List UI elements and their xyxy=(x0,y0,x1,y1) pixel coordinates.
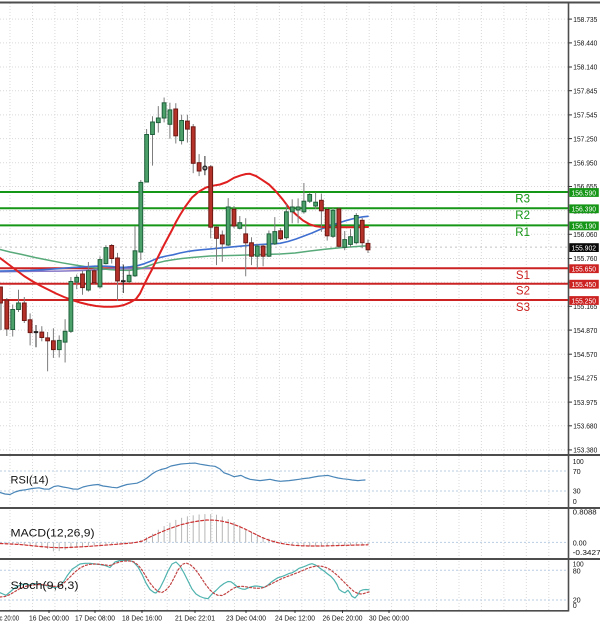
svg-text:26 Dec 20:00: 26 Dec 20:00 xyxy=(323,614,363,623)
svg-text:155.165: 155.165 xyxy=(573,302,597,311)
svg-text:158.140: 158.140 xyxy=(573,63,597,72)
svg-text:80: 80 xyxy=(573,567,581,576)
svg-text:153.380: 153.380 xyxy=(573,446,597,455)
svg-text:158.735: 158.735 xyxy=(573,15,597,24)
svg-text:0: 0 xyxy=(573,497,577,506)
svg-text:154.275: 154.275 xyxy=(573,374,597,383)
svg-text:18 Dec 16:00: 18 Dec 16:00 xyxy=(122,614,162,623)
svg-text:153.680: 153.680 xyxy=(573,422,597,431)
svg-text:S2: S2 xyxy=(516,286,530,298)
svg-text:S1: S1 xyxy=(516,270,530,282)
svg-text:157.250: 157.250 xyxy=(573,134,597,143)
svg-text:155.650: 155.650 xyxy=(572,265,597,274)
svg-text:153.975: 153.975 xyxy=(573,398,597,407)
svg-text:0: 0 xyxy=(573,601,577,610)
svg-text:158.440: 158.440 xyxy=(573,39,597,48)
svg-text:21 Dec 22:01: 21 Dec 22:01 xyxy=(175,614,215,623)
svg-text:70: 70 xyxy=(573,467,581,476)
svg-text:30: 30 xyxy=(573,487,581,496)
svg-text:155.760: 155.760 xyxy=(573,254,597,263)
svg-text:156.190: 156.190 xyxy=(572,222,597,231)
svg-text:0.8088: 0.8088 xyxy=(573,508,597,517)
svg-text:24 Dec 12:00: 24 Dec 12:00 xyxy=(275,614,315,623)
svg-text:S3: S3 xyxy=(516,302,530,314)
svg-text:100: 100 xyxy=(573,560,584,569)
svg-text:R2: R2 xyxy=(515,210,530,222)
svg-text:0.00: 0.00 xyxy=(573,538,587,547)
svg-text:17 Dec 08:00: 17 Dec 08:00 xyxy=(75,614,115,623)
svg-text:100: 100 xyxy=(573,457,584,466)
svg-text:R1: R1 xyxy=(515,227,530,239)
svg-text:156.390: 156.390 xyxy=(572,205,597,214)
svg-text:c 20:00: c 20:00 xyxy=(0,614,19,623)
svg-text:157.845: 157.845 xyxy=(573,86,597,95)
svg-text:154.570: 154.570 xyxy=(573,350,597,359)
svg-text:23 Dec 04:00: 23 Dec 04:00 xyxy=(226,614,266,623)
svg-text:MACD(12,26,9): MACD(12,26,9) xyxy=(11,528,95,540)
svg-text:156.655: 156.655 xyxy=(573,182,597,191)
svg-text:156.590: 156.590 xyxy=(572,188,597,197)
svg-text:155.250: 155.250 xyxy=(572,296,597,305)
svg-text:154.870: 154.870 xyxy=(573,326,597,335)
svg-text:30 Dec 00:00: 30 Dec 00:00 xyxy=(369,614,409,623)
svg-text:Stoch(9,6,3): Stoch(9,6,3) xyxy=(11,580,79,592)
svg-text:16 Dec 00:00: 16 Dec 00:00 xyxy=(29,614,69,623)
svg-text:155.450: 155.450 xyxy=(572,280,597,289)
svg-text:-0.3427: -0.3427 xyxy=(573,548,600,557)
svg-text:156.060: 156.060 xyxy=(573,230,597,239)
svg-text:20: 20 xyxy=(573,595,581,604)
svg-text:RSI(14): RSI(14) xyxy=(11,475,49,487)
svg-text:R3: R3 xyxy=(515,194,530,206)
svg-text:155.902: 155.902 xyxy=(572,243,597,252)
svg-text:157.545: 157.545 xyxy=(573,111,597,120)
svg-text:156.950: 156.950 xyxy=(573,158,597,167)
